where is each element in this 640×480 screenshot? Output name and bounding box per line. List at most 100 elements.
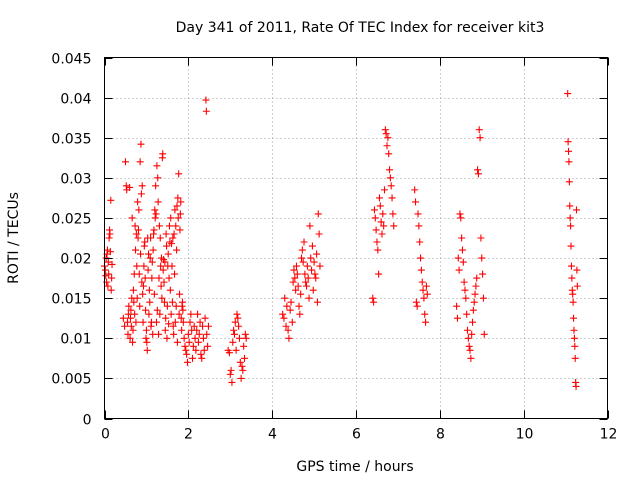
- data-point: [231, 318, 239, 326]
- data-point: [168, 240, 176, 248]
- data-point: [455, 266, 463, 274]
- data-point: [163, 242, 171, 250]
- data-point: [571, 354, 579, 362]
- data-point: [564, 138, 572, 146]
- data-point: [303, 262, 311, 270]
- data-point: [132, 246, 140, 254]
- data-point: [199, 322, 207, 330]
- data-point: [165, 274, 173, 282]
- data-point: [199, 334, 207, 342]
- data-point: [145, 310, 153, 318]
- data-point: [198, 354, 206, 362]
- data-point: [289, 278, 297, 286]
- data-point: [104, 282, 112, 290]
- data-point: [162, 314, 170, 322]
- data-point: [167, 214, 175, 222]
- data-point: [180, 334, 188, 342]
- data-point: [171, 270, 179, 278]
- data-point: [127, 306, 135, 314]
- data-point: [163, 302, 171, 310]
- data-point: [421, 310, 429, 318]
- data-point: [458, 246, 466, 254]
- data-point: [133, 262, 141, 270]
- data-point: [138, 278, 146, 286]
- data-point: [292, 286, 300, 294]
- data-point: [572, 206, 580, 214]
- data-point: [314, 210, 322, 218]
- data-point: [108, 260, 116, 268]
- data-point: [296, 310, 304, 318]
- data-point: [152, 210, 160, 218]
- data-point: [375, 270, 383, 278]
- data-point: [176, 226, 184, 234]
- data-point: [565, 178, 573, 186]
- data-point: [139, 290, 147, 298]
- data-point: [303, 282, 311, 290]
- data-point: [468, 330, 476, 338]
- data-point: [465, 342, 473, 350]
- data-point: [461, 286, 469, 294]
- data-point: [155, 274, 163, 282]
- data-point: [135, 270, 143, 278]
- data-point: [161, 326, 169, 334]
- data-point: [145, 250, 153, 258]
- data-point: [131, 222, 139, 230]
- data-point: [565, 147, 573, 155]
- data-point: [142, 326, 150, 334]
- data-point: [469, 318, 477, 326]
- data-point: [149, 246, 157, 254]
- data-point: [230, 326, 238, 334]
- data-point: [469, 306, 477, 314]
- data-point: [177, 198, 185, 206]
- data-point: [306, 222, 314, 230]
- data-point: [133, 294, 141, 302]
- data-point: [383, 142, 391, 150]
- data-point: [186, 318, 194, 326]
- data-point: [162, 230, 170, 238]
- data-point: [569, 298, 577, 306]
- data-point: [236, 358, 244, 366]
- data-point: [132, 318, 140, 326]
- data-point: [105, 234, 113, 242]
- data-point: [102, 272, 110, 280]
- data-point: [456, 210, 464, 218]
- data-point: [131, 310, 139, 318]
- data-point: [240, 342, 248, 350]
- data-point: [315, 230, 323, 238]
- data-point: [225, 349, 233, 357]
- data-point: [154, 198, 162, 206]
- data-point: [242, 334, 250, 342]
- data-point: [241, 330, 249, 338]
- data-point: [121, 322, 129, 330]
- data-point: [370, 206, 378, 214]
- data-point: [170, 330, 178, 338]
- data-point: [302, 278, 310, 286]
- data-point: [480, 330, 488, 338]
- data-point: [285, 334, 293, 342]
- data-point: [129, 326, 137, 334]
- data-point: [181, 342, 189, 350]
- data-point: [147, 234, 155, 242]
- data-point: [413, 302, 421, 310]
- data-point: [565, 158, 573, 166]
- data-point: [377, 218, 385, 226]
- data-point: [390, 222, 398, 230]
- data-point: [566, 202, 574, 210]
- data-point: [139, 318, 147, 326]
- data-point: [287, 298, 295, 306]
- data-point: [569, 290, 577, 298]
- data-point: [423, 290, 431, 298]
- data-point: [137, 250, 145, 258]
- y-tick-label: 0: [83, 413, 92, 429]
- data-point: [121, 158, 129, 166]
- data-point: [567, 262, 575, 270]
- data-point: [466, 346, 474, 354]
- data-point: [381, 126, 389, 134]
- data-point: [151, 206, 159, 214]
- data-point: [161, 258, 169, 266]
- data-point: [141, 274, 149, 282]
- data-point: [134, 198, 142, 206]
- data-point: [142, 334, 150, 342]
- data-point: [378, 230, 386, 238]
